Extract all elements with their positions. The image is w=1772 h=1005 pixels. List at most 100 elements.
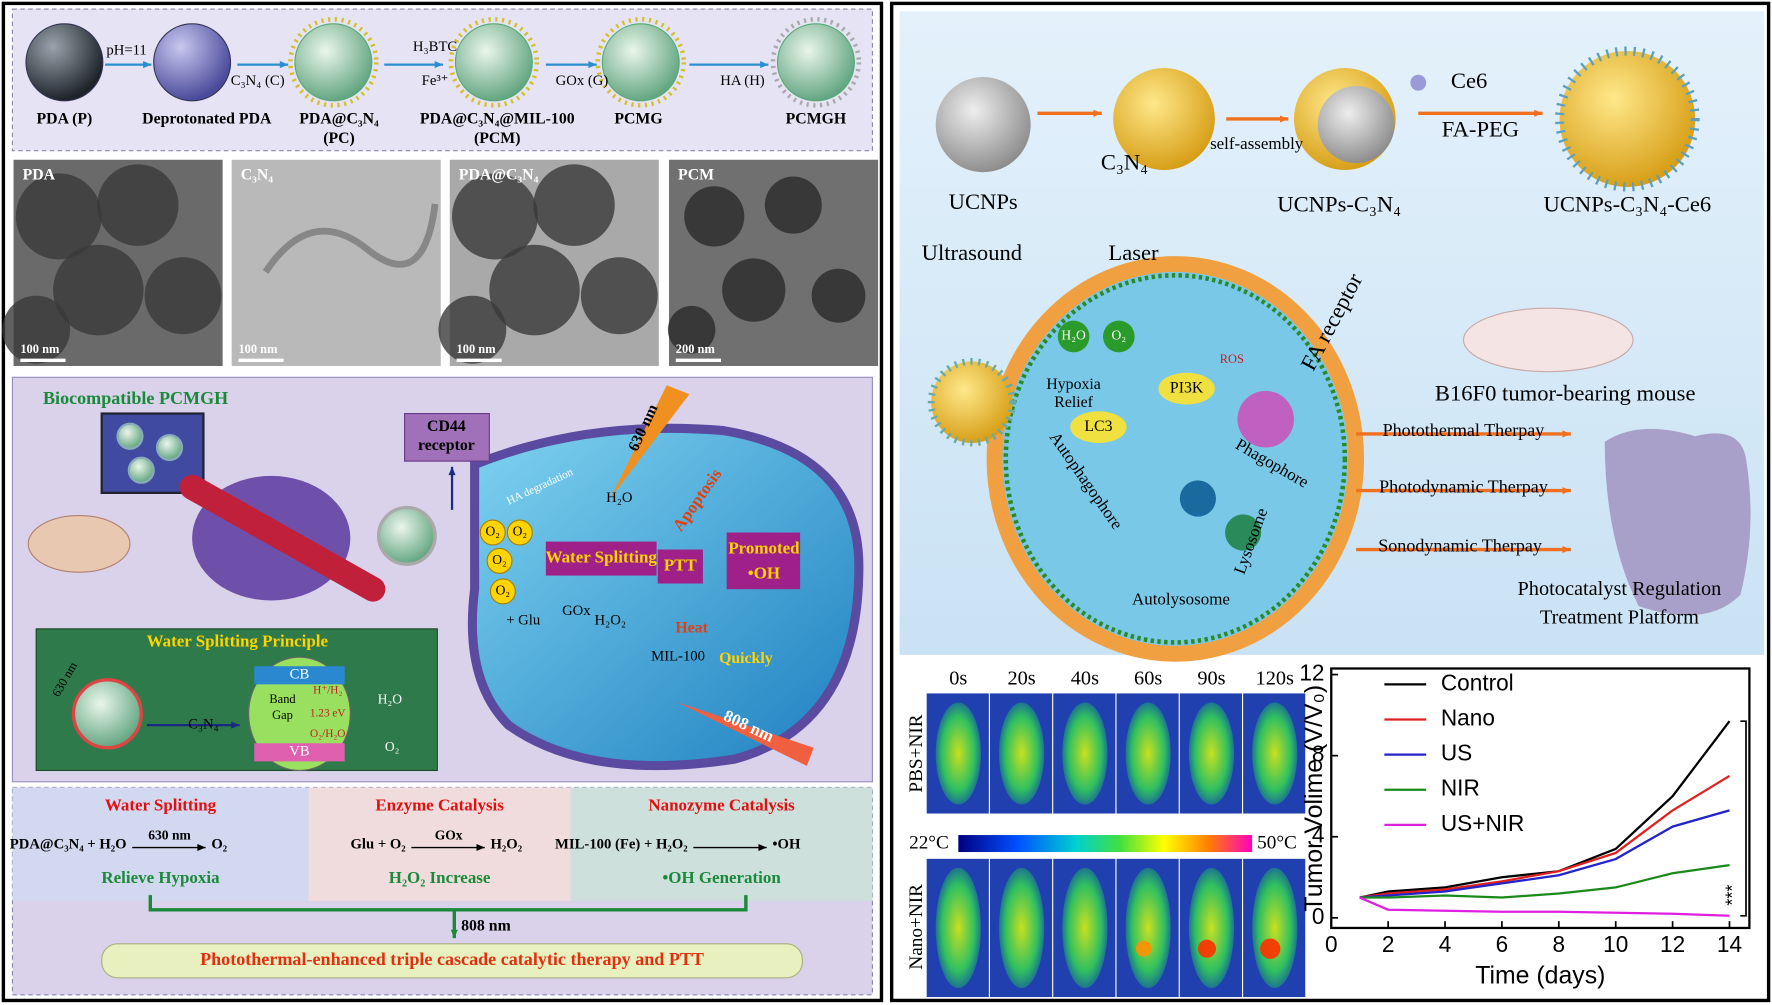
mechanism-label: receptor (418, 437, 475, 454)
mechanism-node (1070, 411, 1127, 444)
principle-label: O₂ (385, 739, 400, 754)
mechanism-label: H₂O₂ (595, 612, 626, 628)
product-label: (PCM) (474, 130, 521, 147)
legend-label: US (1441, 741, 1472, 766)
tem-particle (144, 257, 222, 335)
equation-condition: GOx (435, 827, 463, 842)
scheme-label: Laser (1108, 240, 1159, 265)
mechanism-label: O₂ (492, 552, 507, 567)
equation-right: O₂ (211, 837, 227, 853)
scheme-label: Photocatalyst Regulation (1517, 578, 1721, 600)
summary-cell (308, 787, 571, 901)
thermal-mouse (1252, 702, 1298, 805)
scheme-label: Sonodynamic Therpay (1378, 535, 1542, 555)
arrow-head (476, 843, 485, 852)
series-line (1359, 863, 1730, 899)
arrow-head (197, 843, 206, 852)
conclusion: Photothermal-enhanced triple cascade cat… (200, 949, 704, 969)
mechanism-label: PTT (664, 555, 698, 574)
scheme-label: PI3K (1170, 379, 1204, 396)
tem-particle (2, 295, 71, 364)
trigger-label: 808 nm (461, 917, 511, 934)
thermal-mouse (1125, 867, 1171, 989)
tem-label: PDA (23, 166, 56, 183)
tumor (1604, 428, 1751, 616)
conclusion-box (101, 943, 803, 979)
mechanism-label: Quickly (719, 650, 773, 667)
principle-label: Band (269, 692, 296, 706)
laser (678, 702, 814, 766)
equation-left: PDA@C₃N₄ + H₂O (10, 837, 127, 853)
thermal-mouse (935, 867, 981, 989)
reagent-label: GOx (G) (556, 73, 609, 89)
process-box (726, 532, 801, 590)
particle (153, 23, 232, 102)
mechanism-node (1158, 372, 1215, 405)
oxygen (489, 578, 516, 605)
tem-particle (489, 244, 580, 336)
legend-label: NIR (1441, 776, 1480, 801)
product-label: PDA@C₃N₄ (299, 111, 379, 128)
hot-spot (1197, 939, 1216, 958)
thermal-mouse (1188, 867, 1235, 989)
mechanism-node (1102, 320, 1135, 353)
particle (294, 23, 373, 102)
equation-left: Glu + O₂ (350, 837, 406, 853)
time-label: 0s (949, 667, 967, 689)
summary-result: H₂O₂ Increase (389, 868, 491, 887)
mechanism-label: O₂ (496, 583, 511, 598)
process-box (657, 549, 703, 584)
summary-title: Nanozyme Catalysis (648, 796, 795, 815)
scheme-label: Treatment Platform (1540, 606, 1699, 628)
tem-particle (97, 164, 179, 246)
arrow-head (450, 929, 458, 939)
ucnp-assembly (1113, 67, 1215, 170)
mechanism-label: Promoted (728, 538, 800, 557)
scheme-label: UCNPs-C₃N₄ (1277, 191, 1401, 216)
particle-shell (595, 16, 686, 108)
nanoparticle (927, 358, 1016, 447)
scheme-label: FA-PEG (1442, 117, 1519, 142)
tem-particle (764, 176, 822, 234)
arrow-head (1562, 545, 1571, 554)
arrow-head (1093, 109, 1102, 117)
time-label: 60s (1134, 667, 1162, 689)
scale-bar-label: 100 nm (238, 342, 278, 356)
mouse (1462, 307, 1634, 373)
arrow-head (1562, 430, 1571, 438)
principle-label: H₂O (378, 691, 402, 706)
oxygen (486, 547, 513, 574)
tem-particle (15, 173, 102, 260)
tem-particle (533, 164, 615, 246)
hot-spot (1260, 938, 1281, 959)
scheme-label: Ce6 (1451, 68, 1487, 93)
x-tick-label: 4 (1439, 932, 1452, 957)
arrow-head (434, 61, 443, 69)
principle-label: H⁺/H₂ (313, 685, 342, 697)
ucnp (935, 77, 1031, 173)
arrow-head (1534, 109, 1543, 117)
reagent-label: Fe³⁺ (422, 73, 449, 89)
scale-bar-label: 100 nm (457, 342, 497, 356)
particle (776, 23, 855, 102)
process-box (545, 541, 657, 576)
arrow-head (588, 61, 597, 69)
y-tick-label: 4 (1312, 823, 1325, 848)
x-axis-label: Time (days) (1475, 961, 1605, 989)
nanoparticle (155, 433, 184, 462)
colorbar-max: 50°C (1257, 833, 1297, 854)
scheme-label: ROS (1220, 352, 1244, 366)
particle-shell (770, 16, 862, 108)
x-tick-label: 8 (1553, 932, 1566, 957)
scheme-label: H₂O (1061, 328, 1085, 343)
particle (25, 23, 104, 102)
cell (467, 423, 864, 771)
legend-label: US+NIR (1441, 811, 1525, 836)
arrow-head (1562, 487, 1571, 495)
summary-result: •OH Generation (662, 868, 781, 887)
ce6 (1410, 74, 1427, 91)
cell-membrane (1003, 273, 1348, 645)
scheme-label: LC3 (1084, 418, 1112, 435)
organelle (1225, 514, 1262, 551)
summary-result: Relieve Hypoxia (101, 868, 220, 887)
